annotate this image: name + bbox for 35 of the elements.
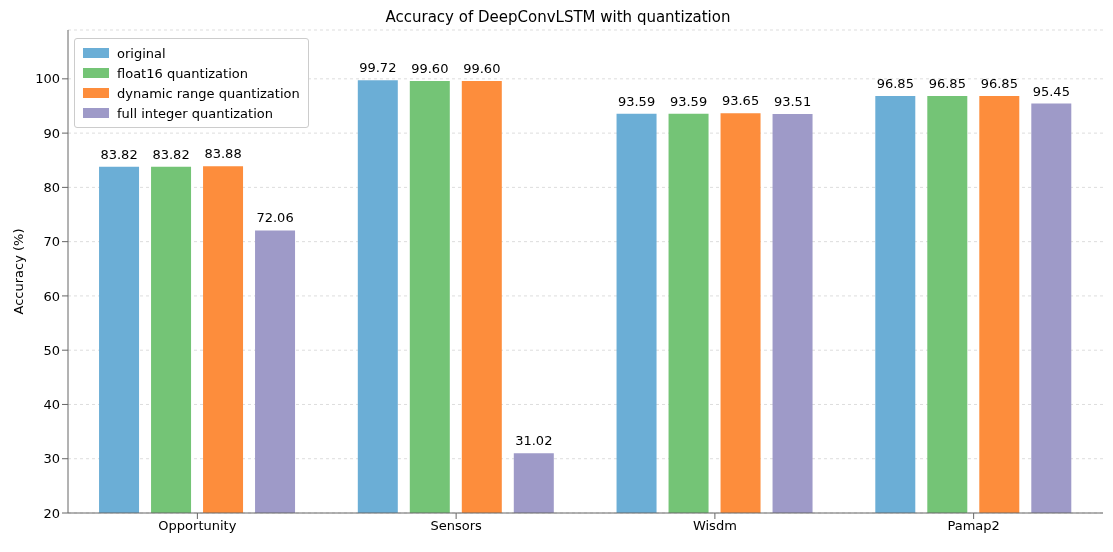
data-label: 83.82 <box>100 146 138 162</box>
data-label: 93.59 <box>669 93 708 109</box>
data-label: 83.82 <box>152 146 190 162</box>
legend-label: full integer quantization <box>117 105 273 121</box>
data-label: 96.85 <box>876 75 914 91</box>
data-label: 96.85 <box>928 75 966 91</box>
y-tick-label: 30 <box>43 451 60 467</box>
data-label: 72.06 <box>256 210 294 226</box>
data-label: 99.60 <box>411 61 449 77</box>
data-label: 93.51 <box>773 94 812 110</box>
y-tick-label: 70 <box>43 234 60 250</box>
legend-label: dynamic range quantization <box>117 85 300 101</box>
data-label: 99.72 <box>359 60 397 76</box>
data-label: 99.60 <box>463 61 501 77</box>
data-label: 93.59 <box>617 93 656 109</box>
legend-label: original <box>117 45 166 61</box>
y-tick-label: 20 <box>43 505 60 521</box>
y-tick-label: 60 <box>43 288 60 304</box>
data-label: 96.85 <box>980 75 1018 91</box>
y-tick-label: 40 <box>43 397 60 413</box>
data-label: 83.88 <box>204 146 242 162</box>
y-tick-label: 90 <box>43 125 60 141</box>
y-tick-label: 100 <box>35 71 60 87</box>
legend-label: float16 quantization <box>117 65 248 81</box>
x-tick-label: Wisdm <box>692 518 737 534</box>
x-tick-label: Opportunity <box>158 518 237 534</box>
y-tick-label: 50 <box>43 342 60 358</box>
x-tick-label: Pamap2 <box>947 518 1000 534</box>
x-tick-label: Sensors <box>430 518 483 534</box>
y-tick-label: 80 <box>43 180 60 195</box>
data-label: 95.45 <box>1032 83 1070 99</box>
y-axis-title: Accuracy (%) <box>10 228 26 315</box>
chart-title: Accuracy of DeepConvLSTM with quantization <box>384 8 732 28</box>
data-label: 93.65 <box>721 93 760 109</box>
data-label: 31.02 <box>515 433 553 449</box>
